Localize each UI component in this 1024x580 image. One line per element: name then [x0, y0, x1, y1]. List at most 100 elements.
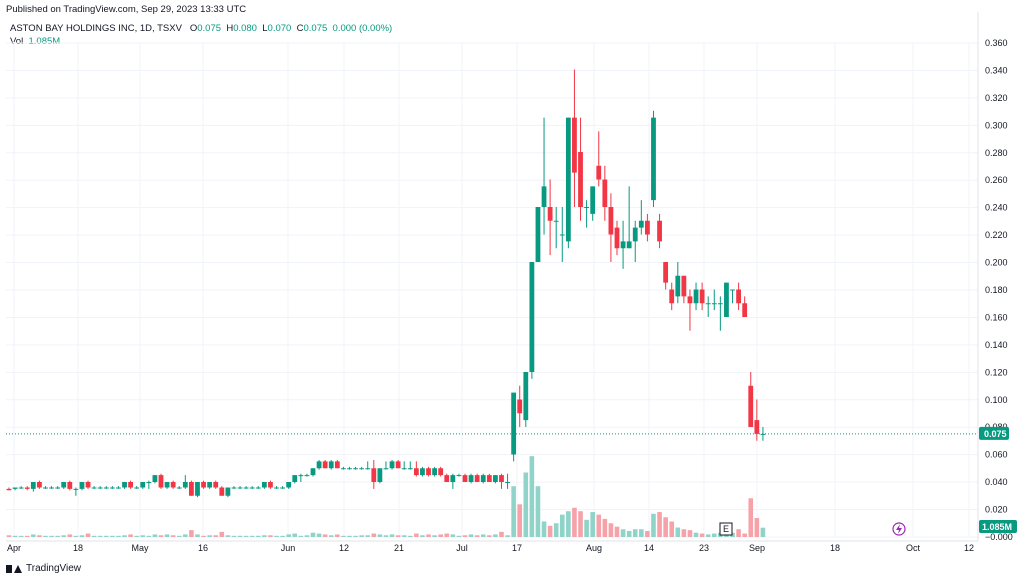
candle-body	[687, 296, 693, 304]
y-tick-label: 0.340	[985, 65, 1008, 75]
candle-body	[699, 289, 705, 304]
volume-bar	[487, 535, 492, 537]
volume-bar	[639, 529, 644, 537]
volume-bar	[213, 535, 219, 537]
candle-body	[43, 487, 48, 489]
y-tick-label: 0.220	[985, 230, 1008, 240]
volume-bar	[407, 535, 413, 537]
candle-body	[237, 487, 243, 489]
x-tick-label: Sep	[749, 543, 765, 553]
volume-bar	[189, 530, 194, 537]
volume-bar	[328, 535, 334, 537]
volume-bar	[499, 531, 504, 537]
y-tick-label: 0.160	[985, 312, 1008, 322]
volume-bar	[547, 525, 553, 537]
candle-body	[12, 487, 18, 489]
volume-bar	[55, 535, 60, 537]
candle-body	[730, 289, 735, 291]
volume-bar	[736, 529, 741, 537]
volume-bar	[146, 535, 152, 537]
candle-body	[486, 475, 492, 482]
candle-body	[517, 399, 523, 414]
candle-body	[578, 152, 583, 207]
x-tick-label: Apr	[7, 543, 21, 553]
volume-label[interactable]: Vol	[10, 36, 24, 47]
volume-bar	[687, 530, 693, 537]
symbol-label[interactable]: ASTON BAY HOLDINGS INC, 1D, TSXV	[10, 23, 182, 34]
volume-bar	[110, 535, 115, 537]
candle-body	[590, 186, 596, 214]
volume-bar	[116, 535, 121, 537]
candle-body	[255, 487, 261, 489]
candle-body	[572, 117, 577, 173]
candle-body	[535, 207, 541, 262]
volume-bar	[359, 535, 364, 537]
candle-body	[523, 372, 529, 421]
y-tick-label: 0.020	[985, 505, 1008, 515]
volume-bar	[462, 535, 468, 537]
volume-bar	[103, 535, 109, 537]
candle-body	[377, 468, 383, 482]
time-axis[interactable]: Apr 18 May 16 Jun 12 21 Jul 17 Aug 14 23 Sep 18 Oct 12	[6, 540, 978, 553]
last-volume-tag-text: 1.085M	[982, 522, 1012, 532]
price-axis[interactable]: 0.360 0.340 0.320 0.300 0.280 0.260 0.240 0.220…	[977, 12, 1013, 542]
volume-bar	[170, 535, 176, 537]
y-tick-label: 0.320	[985, 93, 1008, 103]
footer: TradingView	[6, 563, 81, 574]
y-tick-label: 0.200	[985, 258, 1008, 268]
volume-bar	[249, 535, 255, 537]
candle-body	[401, 468, 407, 470]
y-tick-label: 0.120	[985, 367, 1008, 377]
volume-bar	[572, 507, 577, 537]
volume-bar	[426, 534, 431, 537]
y-tick-label: 0.240	[985, 203, 1008, 213]
lightning-icon[interactable]	[892, 522, 906, 536]
candle-body	[122, 482, 127, 488]
earnings-marker[interactable]: E	[719, 522, 733, 536]
candle-body	[152, 475, 158, 482]
candle-body	[116, 487, 121, 489]
candle-body	[353, 468, 358, 470]
candle-body	[164, 482, 170, 488]
candle-body	[249, 487, 255, 489]
volume-bar	[414, 533, 419, 537]
candle-body	[189, 482, 194, 496]
volume-bar	[456, 535, 462, 537]
candle-body	[638, 220, 644, 228]
volume-bar	[602, 518, 608, 537]
volume-bar	[505, 535, 510, 537]
volume-bar	[176, 535, 182, 537]
candle-body	[219, 487, 225, 496]
candle-body	[711, 303, 717, 305]
volume-bar	[632, 529, 638, 537]
candle-body	[79, 482, 85, 489]
candle-body	[742, 303, 748, 317]
volume-bar	[371, 533, 377, 537]
candle-body	[140, 482, 146, 488]
volume-bar	[681, 529, 687, 537]
candle-body	[134, 487, 140, 489]
high-label: H	[226, 23, 234, 34]
candle-body	[55, 487, 61, 489]
volume-bar	[541, 521, 547, 537]
volume-bar	[304, 535, 310, 537]
volume-bars	[6, 456, 766, 537]
volume-bar	[219, 531, 225, 537]
candle-body	[717, 303, 723, 305]
x-tick-label: 18	[830, 543, 840, 553]
volume-bar	[243, 535, 249, 537]
y-tick-label: 0.060	[985, 450, 1008, 460]
volume-bar	[383, 535, 389, 537]
last-price-tag: 0.075	[979, 426, 1009, 440]
candle-body	[322, 461, 328, 469]
volume-bar	[6, 535, 12, 537]
volume-bar	[614, 526, 620, 537]
candle-body	[584, 207, 589, 208]
candle-body	[432, 468, 437, 476]
volume-bar	[590, 512, 595, 537]
candle-body	[103, 487, 109, 489]
candle-body	[754, 420, 760, 434]
candle-body	[91, 487, 97, 489]
candle-body	[170, 482, 176, 488]
